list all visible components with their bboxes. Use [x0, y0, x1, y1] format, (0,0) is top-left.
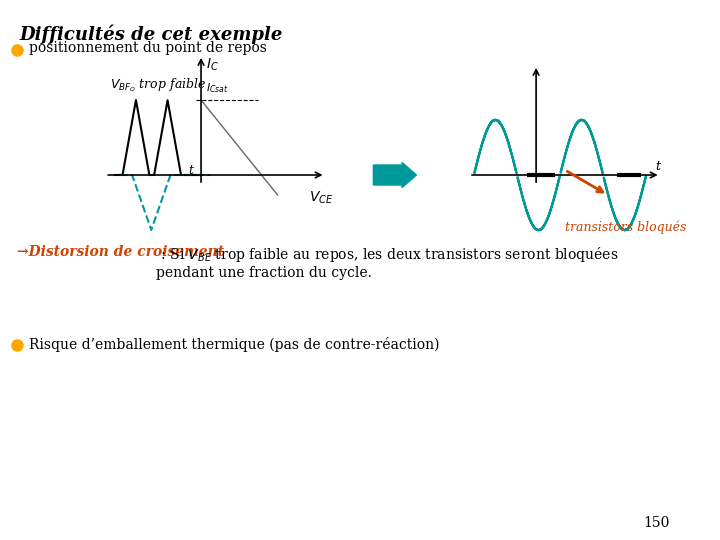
- Text: t: t: [656, 160, 661, 173]
- Text: →Distorsion de croisement: →Distorsion de croisement: [17, 245, 225, 259]
- Text: Difficultés de cet exemple: Difficultés de cet exemple: [19, 25, 282, 44]
- Text: Risque d’emballement thermique (pas de contre-réaction): Risque d’emballement thermique (pas de c…: [29, 338, 439, 353]
- Text: positionnement du point de repos: positionnement du point de repos: [29, 41, 266, 55]
- FancyArrow shape: [374, 163, 416, 187]
- Text: : Si $V_{BE}$ trop faible au repos, les deux transistors seront bloquées
pendant: : Si $V_{BE}$ trop faible au repos, les …: [156, 245, 618, 280]
- Text: $V_{BF_Q}$ trop faible: $V_{BF_Q}$ trop faible: [110, 76, 207, 94]
- Text: 150: 150: [644, 516, 670, 530]
- Text: transistors bloqués: transistors bloqués: [564, 220, 686, 233]
- Text: $I_{Csat}$: $I_{Csat}$: [206, 81, 229, 95]
- Text: $V_{CE}$: $V_{CE}$: [308, 190, 333, 206]
- Text: t: t: [189, 164, 194, 177]
- Text: $I_C$: $I_C$: [206, 57, 219, 73]
